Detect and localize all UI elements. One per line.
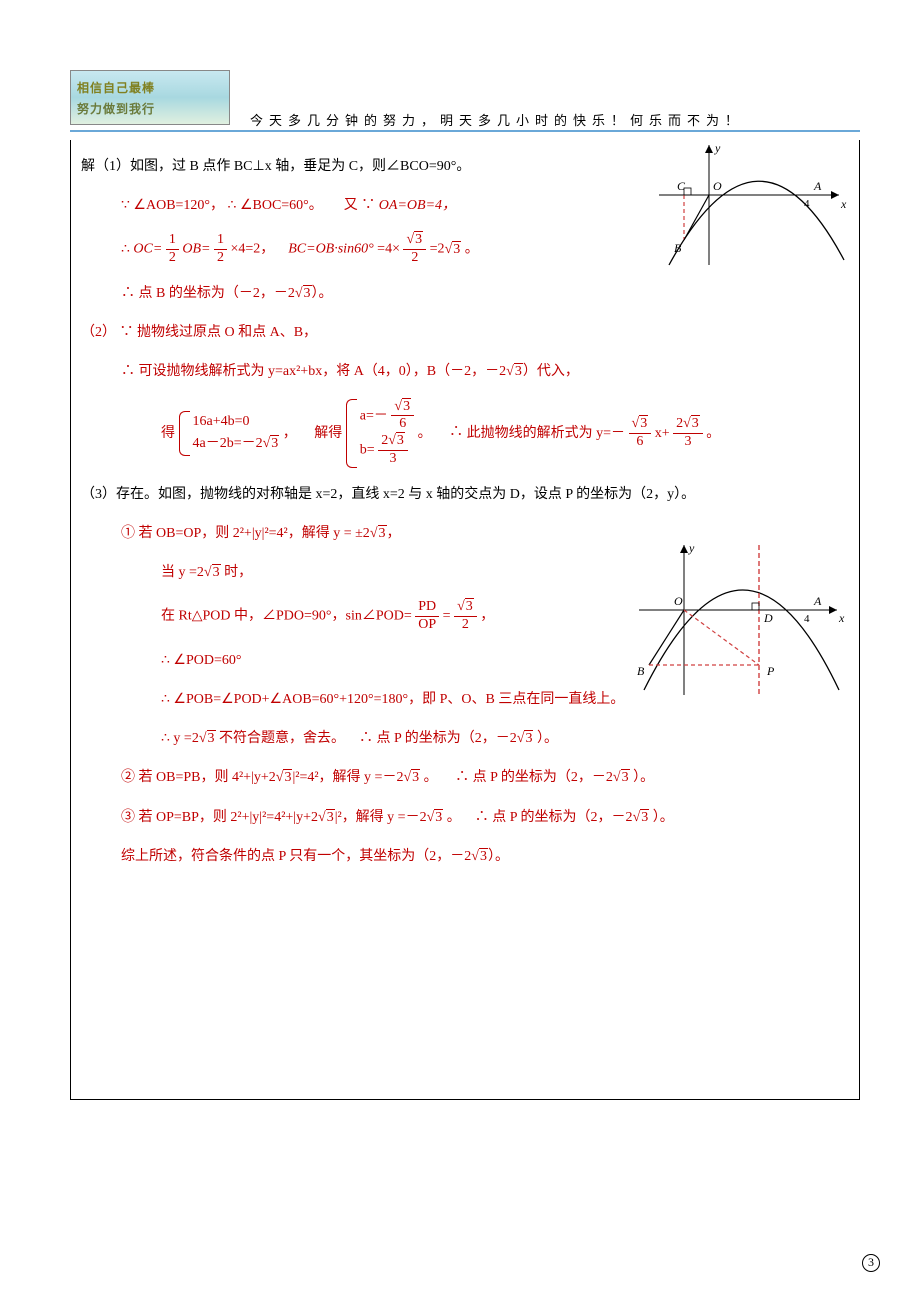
therefore-icon: [121, 286, 135, 301]
p1-l2: ∠AOB=120°， ∠BOC=60°。 又 OA=OB=4，: [81, 193, 641, 218]
graph-1: y x O A 4 C B: [649, 140, 849, 270]
p3-c1-rej: y =23 不符合题意，舍去。 点 P 的坐标为（2，－23 ）。: [81, 726, 849, 751]
therefore-icon: [121, 242, 130, 257]
p2-equations: 得 16a+4b=0 4a－2b=－23 ， 解得 a=－ 36 b= 233 …: [81, 399, 849, 468]
because-icon: [361, 198, 375, 213]
g2-y-label: y: [688, 541, 695, 555]
therefore-icon: [449, 425, 463, 440]
g1-A-label: A: [813, 179, 822, 193]
therefore-icon: [161, 653, 170, 668]
therefore-icon: [228, 198, 237, 213]
g1-x-label: x: [840, 197, 847, 211]
because-icon: [121, 198, 130, 213]
banner-line2: 努力做到我行: [77, 100, 223, 117]
g2-O-label: O: [674, 594, 683, 608]
therefore-icon: [475, 810, 489, 825]
graph-2: y x O A 4 D P B: [629, 540, 849, 700]
therefore-icon: [161, 731, 170, 746]
therefore-icon: [455, 770, 469, 785]
g2-x-label: x: [838, 611, 845, 625]
therefore-icon: [359, 731, 373, 746]
g1-4-label: 4: [804, 198, 810, 210]
g2-D-label: D: [763, 611, 773, 625]
p1-l4: 点 B 的坐标为（－2，－23）。: [81, 281, 849, 306]
p3-c2: ② 若 OB=PB，则 4²+|y+23|²=4²，解得 y =－23 。 点 …: [81, 765, 849, 790]
g1-B-label: B: [674, 241, 682, 255]
p2-l2: 可设抛物线解析式为 y=ax²+bx，将 A（4，0），B（－2，－23）代入，: [81, 359, 849, 384]
header-banner: 相信自己最棒 努力做到我行: [70, 70, 230, 125]
g2-4-label: 4: [804, 613, 810, 625]
p1-intro: 解（1）如图，过 B 点作 BC⊥x 轴，垂足为 C，则∠BCO=90°。: [81, 154, 621, 179]
g2-A-label: A: [813, 594, 822, 608]
g1-y-label: y: [714, 141, 721, 155]
therefore-icon: [161, 692, 170, 707]
g1-C-label: C: [677, 179, 686, 193]
header-quote: 今天多几分钟的努力，明天多几小时的快乐！何乐而不为！: [250, 110, 744, 129]
solution-box: y x O A 4 C B 解（1）如图，过 B 点作 BC⊥x 轴，垂足为 C…: [70, 140, 860, 1100]
p2-l1: （2） 抛物线过原点 O 和点 A、B，: [81, 320, 849, 345]
banner-line1: 相信自己最棒: [77, 79, 223, 96]
page-number: 3: [862, 1254, 880, 1272]
p3-c1-rt: 在 Rt△POD 中，∠PDO=90°，sin∠POD= PDOP = 32 ，: [81, 599, 641, 634]
p3-c1-when: 当 y =23 时，: [81, 560, 641, 585]
p3-summary: 综上所述，符合条件的点 P 只有一个，其坐标为（2，－23）。: [81, 844, 849, 869]
therefore-icon: [121, 364, 135, 379]
brace-1: 16a+4b=0 4a－2b=－23: [179, 411, 280, 456]
p3-c1: ① 若 OB=OP，则 2²+|y|²=4²，解得 y = ±23，: [81, 521, 641, 546]
page-root: 相信自己最棒 努力做到我行 今天多几分钟的努力，明天多几小时的快乐！何乐而不为！…: [0, 0, 920, 1302]
because-icon: [120, 325, 134, 340]
p3-l1: （3）存在。如图，抛物线的对称轴是 x=2，直线 x=2 与 x 轴的交点为 D…: [81, 482, 849, 507]
g1-O-label: O: [713, 179, 722, 193]
header-rule: [70, 130, 860, 132]
p3-c3: ③ 若 OP=BP，则 2²+|y|²=4²+|y+23|²，解得 y =－23…: [81, 805, 849, 830]
brace-2: a=－ 36 b= 233: [346, 399, 414, 468]
g2-P-label: P: [766, 664, 775, 678]
g2-B-label: B: [637, 664, 645, 678]
